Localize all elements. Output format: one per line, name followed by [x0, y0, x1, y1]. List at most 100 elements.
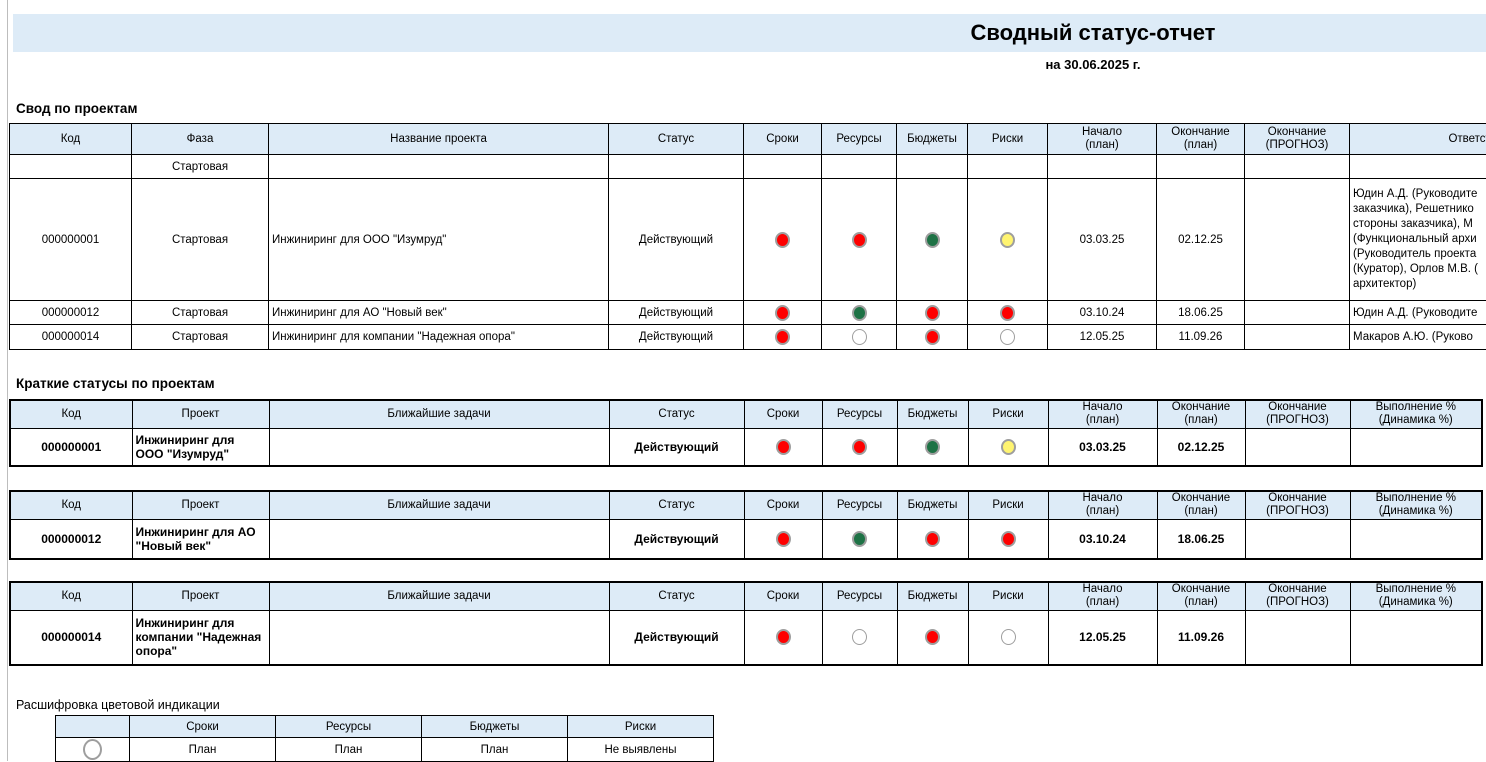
resources-indicator [852, 305, 867, 321]
col-header-start-plan: Начало (план) [1048, 582, 1157, 610]
terms-cell [744, 301, 822, 325]
terms-indicator [775, 305, 790, 321]
col-header-risks: Риски [968, 124, 1048, 155]
col-header-finish-forecast: Окончание (ПРОГНОЗ) [1245, 124, 1350, 155]
brief-status-table-3: Код Проект Ближайшие задачи Статус Сроки… [9, 581, 1483, 666]
budgets-cell [897, 610, 968, 665]
risks-indicator [1001, 629, 1016, 645]
terms-indicator [776, 629, 791, 645]
resources-cell [822, 179, 897, 301]
col-header-code: Код [10, 124, 132, 155]
col-header-status: Статус [609, 400, 744, 428]
col-header-risks: Риски [568, 716, 714, 738]
terms-cell [744, 325, 822, 350]
budgets-cell [897, 519, 968, 559]
responsible-cell: Юдин А.Д. (Руководите [1350, 301, 1486, 325]
brief-status-table-2: Код Проект Ближайшие задачи Статус Сроки… [9, 490, 1483, 560]
legend-indicator [83, 739, 102, 760]
resources-indicator [852, 531, 867, 547]
budgets-cell [897, 155, 968, 179]
col-header-finish-plan: Окончание (план) [1157, 491, 1245, 519]
col-header-budgets: Бюджеты [897, 400, 968, 428]
col-header-progress: Выполнение % (Динамика %) [1350, 491, 1482, 519]
col-header-budgets: Бюджеты [422, 716, 568, 738]
col-header-tasks: Ближайшие задачи [269, 400, 609, 428]
col-header-indicator [56, 716, 130, 738]
risks-cell [968, 519, 1048, 559]
terms-cell [744, 428, 822, 466]
terms-cell [744, 155, 822, 179]
col-header-start-plan: Начало (план) [1048, 400, 1157, 428]
resources-cell [822, 155, 897, 179]
legend-header-row: Сроки Ресурсы Бюджеты Риски [56, 716, 714, 738]
budgets-cell [897, 179, 968, 301]
col-header-resources: Ресурсы [822, 400, 897, 428]
section-title-summary: Свод по проектам [16, 101, 137, 116]
col-header-budgets: Бюджеты [897, 491, 968, 519]
page-title: Сводный статус-отчет [13, 14, 1486, 52]
start-date-cell: 12.05.25 [1048, 325, 1157, 350]
col-header-project: Проект [132, 582, 269, 610]
col-header-resources: Ресурсы [822, 582, 897, 610]
col-header-risks: Риски [968, 582, 1048, 610]
phase-cell: Стартовая [132, 301, 269, 325]
section-title-legend: Расшифровка цветовой индикации [16, 698, 220, 712]
project-name-cell: Инжиниринг для ООО "Изумруд" [269, 179, 609, 301]
legend-budgets-cell: План [422, 738, 568, 762]
col-header-status: Статус [609, 582, 744, 610]
table-row: 000000012 Стартовая Инжиниринг для АО "Н… [10, 301, 1486, 325]
budgets-indicator [925, 329, 940, 345]
status-cell: Действующий [609, 179, 744, 301]
summary-header-row: Код Фаза Название проекта Статус Сроки Р… [10, 124, 1486, 155]
start-date-cell: 03.10.24 [1048, 519, 1157, 559]
budgets-indicator [925, 305, 940, 321]
progress-cell [1350, 428, 1482, 466]
project-cell: Инжиниринг для ООО "Изумруд" [132, 428, 269, 466]
resources-cell [822, 325, 897, 350]
status-cell: Действующий [609, 325, 744, 350]
brief-header-row: Код Проект Ближайшие задачи Статус Сроки… [10, 400, 1482, 428]
risks-cell [968, 155, 1048, 179]
page-left-edge-line [7, 0, 8, 761]
table-row: 000000014 Стартовая Инжиниринг для компа… [10, 325, 1486, 350]
risks-indicator [1001, 531, 1016, 547]
budgets-indicator [925, 629, 940, 645]
col-header-risks: Риски [968, 400, 1048, 428]
col-header-progress: Выполнение % (Динамика %) [1350, 582, 1482, 610]
legend-indicator-cell [56, 738, 130, 762]
legend-risks-cell: Не выявлены [568, 738, 714, 762]
resources-indicator [852, 629, 867, 645]
risks-indicator [1000, 329, 1015, 345]
col-header-terms: Сроки [744, 582, 822, 610]
risks-indicator [1000, 305, 1015, 321]
col-header-terms: Сроки [744, 400, 822, 428]
forecast-date-cell [1245, 179, 1350, 301]
terms-indicator [776, 531, 791, 547]
budgets-cell [897, 325, 968, 350]
legend-row: План План План Не выявлены [56, 738, 714, 762]
project-cell: Инжиниринг для компании "Надежная опора" [132, 610, 269, 665]
budgets-indicator [925, 232, 940, 248]
risks-cell [968, 179, 1048, 301]
resources-indicator [852, 232, 867, 248]
col-header-code: Код [10, 400, 132, 428]
start-date-cell: 03.03.25 [1048, 428, 1157, 466]
code-cell: 000000012 [10, 519, 132, 559]
forecast-date-cell [1245, 301, 1350, 325]
budgets-cell [897, 301, 968, 325]
code-cell: 000000001 [10, 179, 132, 301]
budgets-cell [897, 428, 968, 466]
table-row: 000000014 Инжиниринг для компании "Надеж… [10, 610, 1482, 665]
phase-cell: Стартовая [132, 179, 269, 301]
col-header-status: Статус [609, 124, 744, 155]
resources-cell [822, 301, 897, 325]
project-name-cell [269, 155, 609, 179]
table-row: 000000001 Инжиниринг для ООО "Изумруд" Д… [10, 428, 1482, 466]
finish-date-cell: 11.09.26 [1157, 610, 1245, 665]
budgets-indicator [925, 531, 940, 547]
progress-cell [1350, 519, 1482, 559]
col-header-terms: Сроки [744, 124, 822, 155]
brief-header-row: Код Проект Ближайшие задачи Статус Сроки… [10, 491, 1482, 519]
risks-indicator [1001, 439, 1016, 455]
forecast-date-cell [1245, 610, 1350, 665]
